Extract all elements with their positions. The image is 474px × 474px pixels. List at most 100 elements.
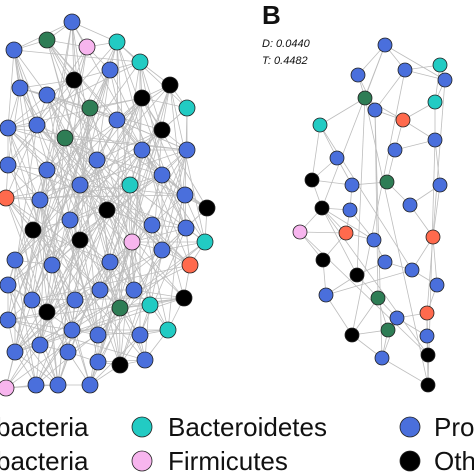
network-a-edge bbox=[7, 107, 91, 321]
network-b-node-firmicutes bbox=[292, 224, 308, 240]
network-a-edge bbox=[64, 137, 188, 151]
network-a-edge bbox=[96, 159, 153, 226]
network-b-edge bbox=[374, 109, 379, 299]
network-a-edge bbox=[139, 227, 187, 336]
network-b-node-proteobacteria bbox=[397, 62, 413, 78]
network-a-node-others bbox=[133, 89, 151, 107]
network-b-node-proteobacteria bbox=[377, 254, 393, 270]
network-a-edge bbox=[71, 21, 187, 229]
network-b-edge bbox=[432, 184, 441, 238]
network-a-node-bacteroidetes bbox=[196, 233, 214, 251]
network-a-edge bbox=[106, 209, 135, 291]
network-a-node-others bbox=[111, 356, 129, 374]
network-a-node-proteobacteria bbox=[136, 351, 154, 369]
network-b-node-proteobacteria bbox=[377, 37, 393, 53]
network-a-node-others bbox=[175, 289, 193, 307]
network-b-node-proteobacteria bbox=[402, 197, 418, 213]
network-a-node-others bbox=[98, 201, 116, 219]
network-a-node-firmicutes bbox=[78, 38, 96, 56]
network-b-node-proteobacteria bbox=[344, 177, 360, 193]
network-a-edge bbox=[7, 79, 75, 286]
panel-b-letter: B bbox=[262, 0, 281, 30]
network-a-node-others bbox=[153, 121, 171, 139]
legend-label-acidobacteria: bacteria bbox=[0, 446, 89, 474]
network-a-node-proteobacteria bbox=[6, 251, 24, 269]
network-b-node-bacteroidetes bbox=[432, 57, 448, 73]
network-b-node-actinobacteria bbox=[357, 90, 373, 106]
network-a-node-proteobacteria bbox=[23, 291, 41, 309]
network-a-node-bacteroidetes bbox=[121, 176, 139, 194]
network-a-node-proteobacteria bbox=[71, 176, 89, 194]
network-a-edge bbox=[79, 129, 163, 186]
network-b-node-proteobacteria bbox=[387, 142, 403, 158]
network-a-edge bbox=[64, 137, 191, 266]
network-b-node-proteobacteria bbox=[437, 72, 453, 88]
network-b-node-proteobacteria bbox=[404, 262, 420, 278]
legend-label-firmicutes: Firmicutes bbox=[168, 446, 288, 474]
network-b-edge bbox=[319, 97, 366, 126]
network-a-edge bbox=[133, 289, 185, 299]
network-a-node-others bbox=[24, 221, 42, 239]
network-a-edge bbox=[71, 21, 111, 263]
network-a-edge bbox=[7, 61, 141, 129]
network-a-node-actinobacteria bbox=[56, 129, 74, 147]
network-a-edge bbox=[31, 21, 73, 301]
network-a-node-proteobacteria bbox=[5, 41, 23, 59]
network-a-edge bbox=[46, 94, 98, 161]
network-b-edge bbox=[434, 139, 441, 186]
network-a-edge bbox=[141, 149, 191, 266]
network-a-edge bbox=[141, 97, 206, 243]
network-b-edge bbox=[432, 236, 438, 286]
network-a-edge bbox=[14, 259, 59, 386]
network-b-node-proteobacteria bbox=[432, 177, 448, 193]
network-a-node-proteobacteria bbox=[38, 161, 56, 179]
network-b-node-acidobacteria bbox=[419, 305, 435, 321]
network-b-node-acidobacteria bbox=[338, 225, 354, 241]
network-a-edge bbox=[119, 194, 186, 366]
network-a-edge bbox=[69, 174, 163, 221]
network-a-edge bbox=[149, 149, 188, 306]
legend-label-proteobacteria: Pro bbox=[434, 412, 474, 442]
network-a-node-proteobacteria bbox=[125, 281, 143, 299]
network-a-edge bbox=[14, 149, 143, 353]
network-a-node-others bbox=[65, 71, 83, 89]
legend-swatch-firmicutes bbox=[131, 450, 153, 472]
network-b-node-actinobacteria bbox=[379, 174, 395, 190]
legend-swatch-others bbox=[399, 450, 421, 472]
network-b-edge bbox=[321, 207, 358, 276]
network-a-edge bbox=[7, 49, 15, 129]
network-b-node-others bbox=[344, 327, 360, 343]
legend-swatch-bacteroidetes bbox=[131, 416, 153, 438]
network-a-node-proteobacteria bbox=[177, 219, 195, 237]
network-b-node-bacteroidetes bbox=[427, 94, 443, 110]
network-a-edge bbox=[7, 127, 163, 176]
network-b-node-proteobacteria bbox=[350, 67, 366, 83]
network-b-node-others bbox=[349, 267, 365, 283]
network-a-node-proteobacteria bbox=[49, 376, 67, 394]
network-a-edge bbox=[14, 311, 48, 353]
network-a-edge bbox=[39, 239, 81, 346]
network-b-node-acidobacteria bbox=[395, 112, 411, 128]
network-a-node-bacteroidetes bbox=[159, 321, 177, 339]
network-a-edge bbox=[141, 149, 206, 243]
network-b-node-proteobacteria bbox=[427, 132, 443, 148]
network-a-node-others bbox=[38, 303, 56, 321]
network-a-nodes bbox=[0, 13, 216, 397]
network-b-edge bbox=[356, 97, 366, 276]
network-a-edge bbox=[13, 49, 48, 96]
network-a-edge bbox=[31, 41, 118, 301]
network-a-node-proteobacteria bbox=[0, 156, 17, 174]
network-a-node-proteobacteria bbox=[101, 253, 119, 271]
network-b-edge bbox=[325, 294, 353, 336]
network-a-edge bbox=[46, 94, 71, 221]
network-a-edge bbox=[7, 46, 88, 166]
network-b-node-others bbox=[420, 377, 436, 393]
network-b-edge bbox=[384, 44, 446, 81]
network-b-edge bbox=[321, 44, 386, 209]
network-a-edge bbox=[167, 149, 188, 331]
network-a-edge bbox=[79, 184, 135, 291]
network-a-edge bbox=[51, 149, 143, 266]
network-b-node-others bbox=[304, 172, 320, 188]
network-a-node-actinobacteria bbox=[38, 31, 56, 49]
